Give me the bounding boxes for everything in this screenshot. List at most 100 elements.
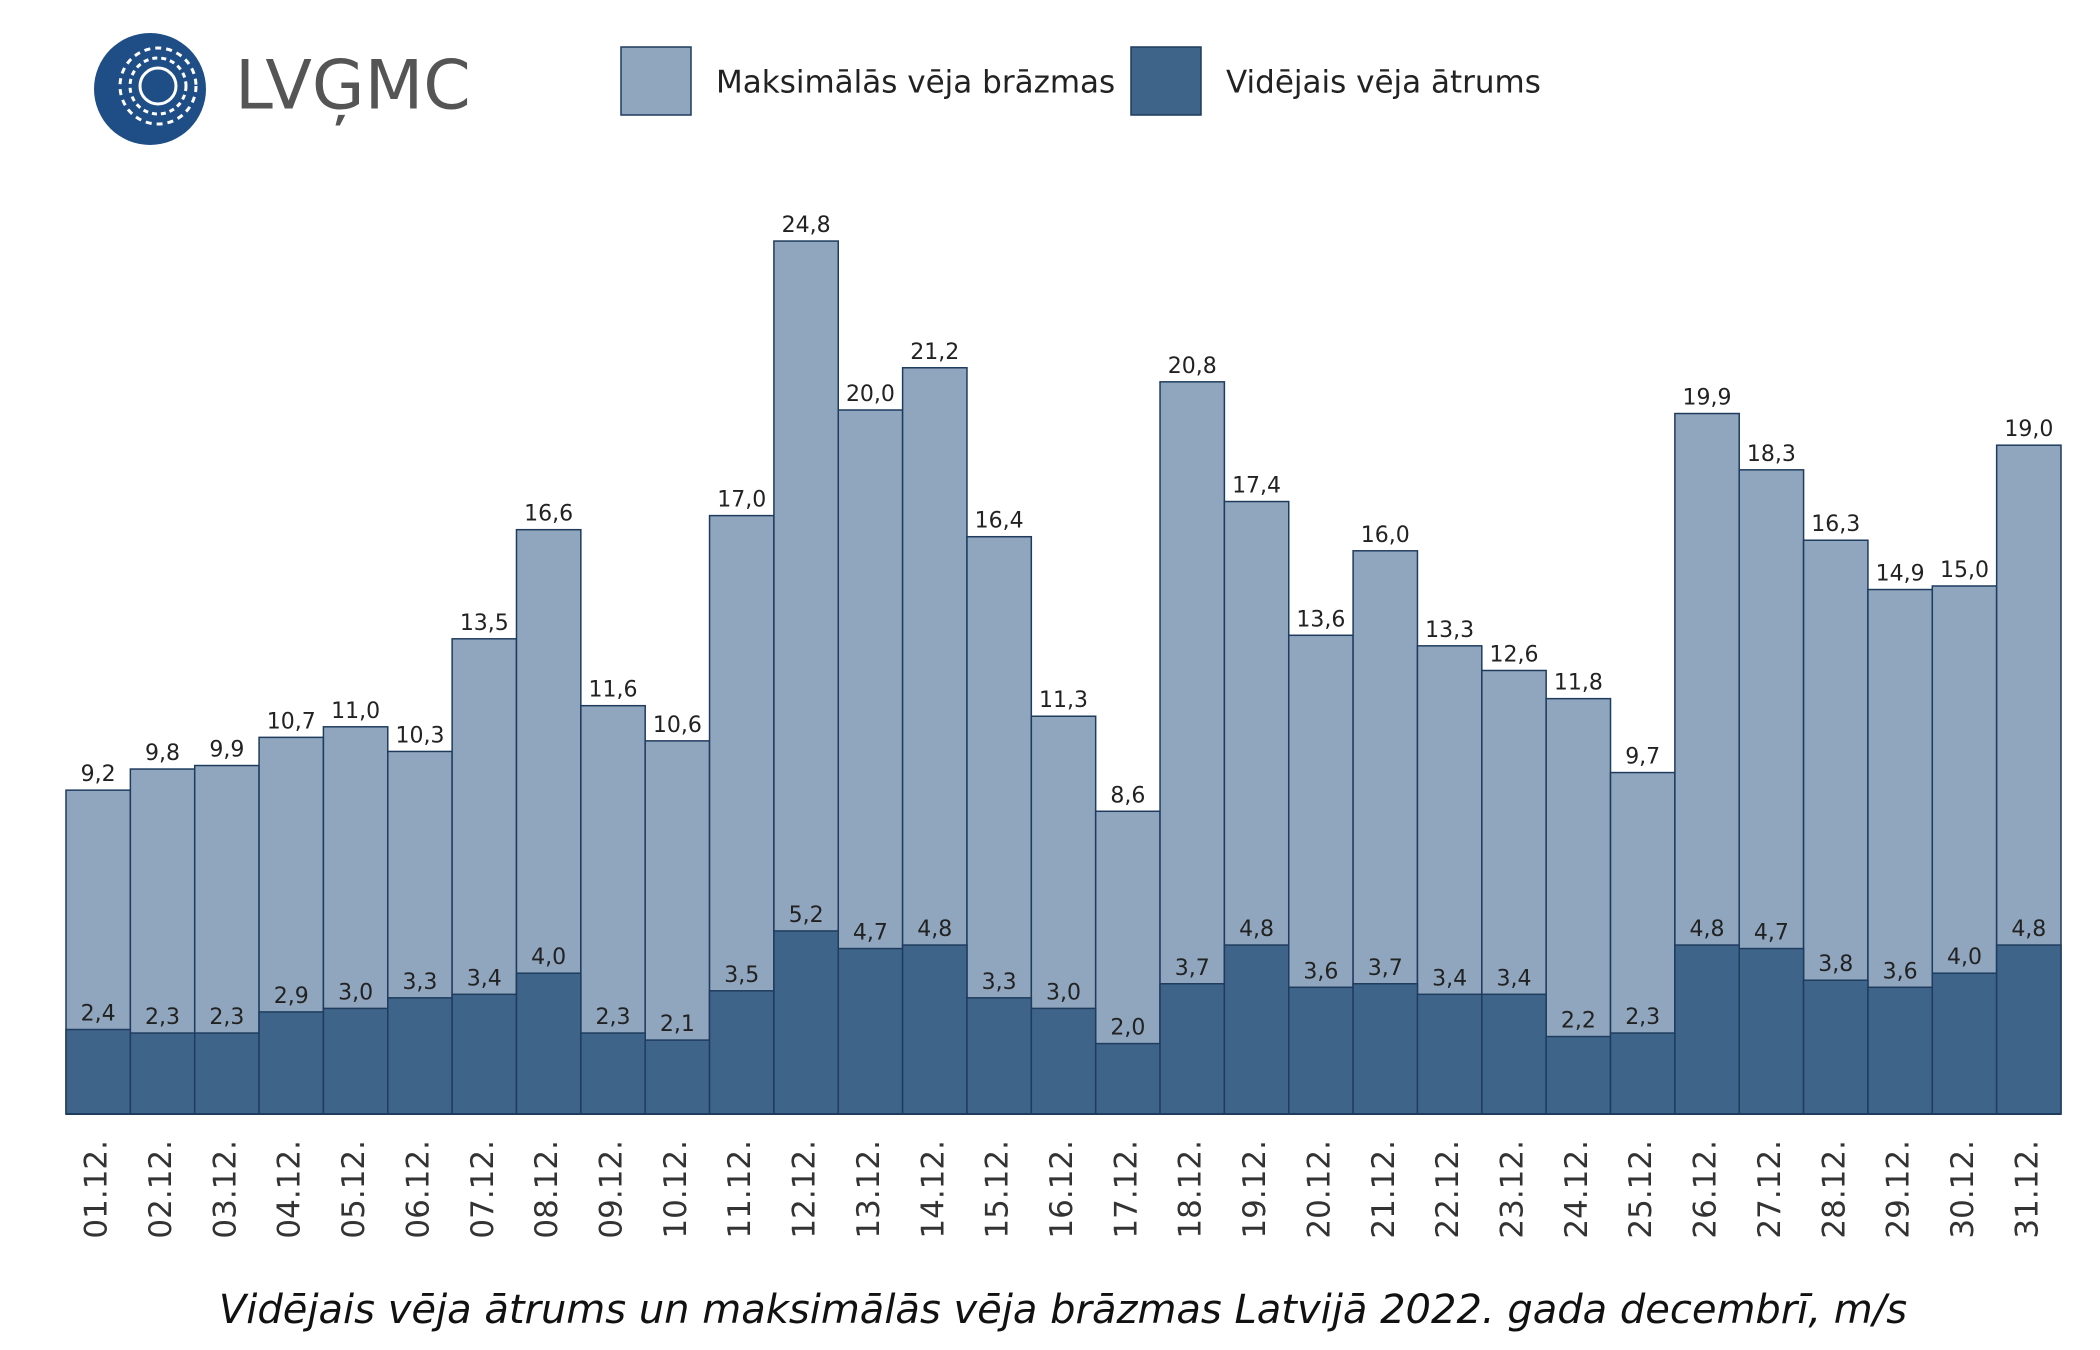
x-tick-label: 05.12. bbox=[336, 1140, 372, 1239]
x-tick-label: 27.12. bbox=[1752, 1140, 1788, 1239]
value-label: 11,3 bbox=[1039, 688, 1088, 713]
x-tick-label: 16.12. bbox=[1044, 1140, 1080, 1239]
value-label: 4,8 bbox=[1239, 917, 1274, 942]
bar bbox=[837, 947, 904, 1115]
value-label: 3,6 bbox=[1883, 959, 1918, 984]
x-tick-label: 14.12. bbox=[915, 1140, 951, 1239]
bar bbox=[193, 1032, 260, 1115]
x-tick-label: 13.12. bbox=[851, 1140, 887, 1239]
value-label: 2,2 bbox=[1561, 1009, 1596, 1034]
value-label: 15,0 bbox=[1940, 558, 1989, 583]
x-tick-label: 10.12. bbox=[658, 1140, 694, 1239]
x-tick-label: 19.12. bbox=[1237, 1140, 1273, 1239]
value-label: 9,7 bbox=[1625, 745, 1660, 770]
value-label: 3,5 bbox=[724, 963, 759, 988]
logo-text: LVĢMC bbox=[235, 47, 471, 126]
value-label: 3,3 bbox=[402, 970, 437, 995]
value-label: 2,3 bbox=[145, 1005, 180, 1030]
value-label: 13,3 bbox=[1425, 618, 1474, 643]
x-tick-label: 28.12. bbox=[1816, 1140, 1852, 1239]
value-label: 4,7 bbox=[853, 921, 888, 946]
x-tick-label: 22.12. bbox=[1430, 1140, 1466, 1239]
value-label: 19,9 bbox=[1683, 386, 1732, 411]
bar bbox=[1416, 993, 1483, 1115]
x-tick-label: 23.12. bbox=[1494, 1140, 1530, 1239]
bar bbox=[1287, 986, 1354, 1115]
value-label: 2,9 bbox=[274, 984, 309, 1009]
value-label: 3,7 bbox=[1175, 956, 1210, 981]
logo-mark bbox=[94, 33, 206, 145]
x-tick-label: 07.12. bbox=[465, 1140, 501, 1239]
value-label: 3,0 bbox=[1046, 980, 1081, 1005]
value-label: 18,3 bbox=[1747, 442, 1796, 467]
value-label: 4,8 bbox=[1690, 917, 1725, 942]
value-label: 4,8 bbox=[2011, 917, 2046, 942]
value-label: 3,4 bbox=[1496, 966, 1531, 991]
value-label: 9,8 bbox=[145, 741, 180, 766]
value-label: 3,7 bbox=[1368, 956, 1403, 981]
chart-title: Vidējais vēja ātrums un maksimālās vēja … bbox=[219, 1287, 1907, 1333]
bar bbox=[65, 1028, 132, 1115]
bar bbox=[1545, 1035, 1612, 1115]
value-label: 16,0 bbox=[1361, 523, 1410, 548]
value-label: 12,6 bbox=[1489, 642, 1538, 667]
bar bbox=[1159, 983, 1226, 1115]
bar bbox=[322, 1007, 389, 1115]
value-label: 17,4 bbox=[1232, 474, 1281, 499]
bar bbox=[1223, 944, 1290, 1115]
value-label: 20,0 bbox=[846, 382, 895, 407]
x-tick-label: 08.12. bbox=[529, 1140, 565, 1239]
value-label: 2,3 bbox=[596, 1005, 631, 1030]
value-label: 10,6 bbox=[653, 713, 702, 738]
value-label: 9,9 bbox=[209, 738, 244, 763]
bar bbox=[387, 997, 453, 1115]
value-label: 4,7 bbox=[1754, 921, 1789, 946]
bar bbox=[773, 930, 840, 1115]
x-tick-label: 12.12. bbox=[787, 1140, 823, 1239]
value-label: 3,4 bbox=[1432, 966, 1467, 991]
bar bbox=[515, 972, 582, 1115]
x-tick-label: 26.12. bbox=[1688, 1140, 1724, 1239]
bar bbox=[966, 997, 1033, 1115]
bar bbox=[1094, 1042, 1161, 1115]
value-label: 24,8 bbox=[782, 213, 831, 238]
value-label: 2,1 bbox=[660, 1012, 695, 1037]
bar bbox=[129, 1032, 196, 1115]
bar bbox=[580, 1032, 646, 1115]
value-label: 19,0 bbox=[2004, 417, 2053, 442]
x-tick-label: 15.12. bbox=[980, 1140, 1016, 1239]
value-label: 14,9 bbox=[1876, 562, 1925, 587]
value-label: 9,2 bbox=[81, 762, 116, 787]
value-label: 21,2 bbox=[910, 340, 959, 365]
value-label: 4,0 bbox=[531, 945, 566, 970]
value-label: 16,3 bbox=[1811, 512, 1860, 537]
value-label: 5,2 bbox=[789, 903, 824, 928]
value-label: 8,6 bbox=[1110, 783, 1145, 808]
bar bbox=[901, 944, 968, 1115]
legend-swatch bbox=[1130, 46, 1202, 116]
x-tick-label: 06.12. bbox=[400, 1140, 436, 1239]
x-tick-label: 20.12. bbox=[1301, 1140, 1337, 1239]
value-label: 10,7 bbox=[267, 709, 316, 734]
value-label: 3,0 bbox=[338, 980, 373, 1005]
value-label: 4,8 bbox=[917, 917, 952, 942]
bar bbox=[1030, 1007, 1097, 1115]
x-tick-label: 24.12. bbox=[1559, 1140, 1595, 1239]
value-label: 3,6 bbox=[1303, 959, 1338, 984]
bar bbox=[1352, 983, 1419, 1115]
value-label: 11,6 bbox=[589, 678, 638, 703]
bar bbox=[1738, 947, 1805, 1115]
x-tick-label: 01.12. bbox=[79, 1140, 115, 1239]
value-label: 3,3 bbox=[982, 970, 1017, 995]
bar bbox=[451, 993, 518, 1115]
bar bbox=[1995, 944, 2062, 1115]
value-label: 13,6 bbox=[1296, 607, 1345, 632]
value-label: 3,8 bbox=[1818, 952, 1853, 977]
value-label: 2,0 bbox=[1110, 1016, 1145, 1041]
bar bbox=[708, 990, 775, 1115]
value-label: 10,3 bbox=[395, 723, 444, 748]
value-label: 2,4 bbox=[81, 1002, 116, 1027]
bar bbox=[1867, 986, 1934, 1115]
x-tick-label: 02.12. bbox=[143, 1140, 179, 1239]
x-tick-label: 21.12. bbox=[1366, 1140, 1402, 1239]
